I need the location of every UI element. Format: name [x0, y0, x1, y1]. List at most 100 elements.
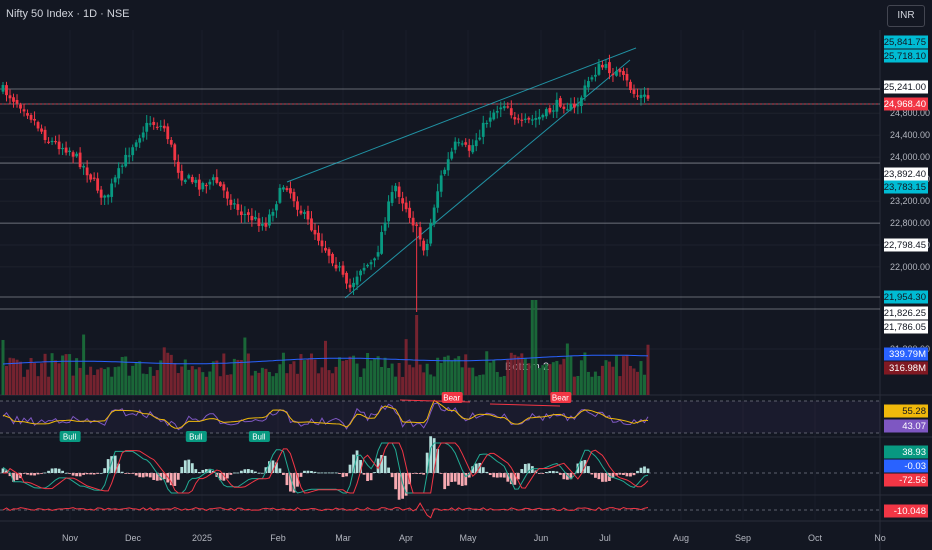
macd-histogram: [397, 473, 401, 500]
candle-body: [369, 262, 373, 265]
signal-bear: Bear: [550, 392, 572, 403]
macd-histogram: [131, 473, 135, 474]
currency-button[interactable]: INR: [887, 5, 925, 27]
volume-bar: [558, 364, 562, 395]
macd-histogram: [243, 469, 247, 473]
candle-body: [394, 185, 398, 192]
candle-body: [278, 187, 282, 203]
volume-bar: [635, 371, 639, 395]
macd-histogram: [646, 468, 650, 473]
volume-bar: [110, 376, 114, 395]
macd-histogram: [145, 473, 149, 477]
candle-body: [208, 181, 212, 185]
candle-body: [551, 110, 555, 112]
volume-bar: [155, 370, 159, 395]
candle-body: [338, 266, 341, 268]
price-tag: 23,892.40: [884, 167, 928, 181]
candle-body: [639, 94, 643, 98]
macd-histogram: [394, 473, 398, 490]
candle-body: [113, 177, 117, 183]
candle-body: [8, 95, 12, 99]
candle-body: [608, 62, 611, 74]
macd-histogram: [467, 473, 471, 478]
macd-histogram: [236, 472, 240, 474]
candle-body: [499, 107, 503, 110]
rsi-tag-text: 55.28: [902, 406, 926, 417]
candle-body: [201, 183, 205, 190]
macd-histogram: [338, 473, 341, 474]
candle-body: [362, 267, 366, 271]
volume-tag-text: 339.79M: [889, 349, 926, 360]
macd-histogram: [292, 473, 296, 493]
candle-body: [565, 109, 569, 111]
candle-body: [601, 64, 604, 68]
macd-tag-text: -0.03: [904, 461, 926, 472]
candle-body: [47, 141, 50, 143]
signal-label: Bear: [552, 394, 569, 403]
volume-bar: [267, 371, 271, 395]
price-tick: 22,000.00: [890, 262, 930, 272]
candle-body: [348, 284, 352, 288]
macd-histogram: [222, 473, 226, 481]
volume-bar: [583, 352, 587, 395]
volume-bar: [555, 360, 559, 395]
volume-bar: [281, 352, 285, 395]
price-tag: 25,718.10: [884, 49, 928, 63]
volume-bar: [320, 367, 324, 395]
volume-bar: [131, 365, 135, 395]
volume-bar: [120, 356, 124, 395]
volume-bar: [141, 373, 145, 395]
price-tick: 24,000.00: [890, 152, 930, 162]
candle-body: [457, 142, 461, 144]
candle-body: [474, 140, 478, 147]
macd-histogram: [481, 467, 485, 473]
candle-body: [61, 147, 64, 150]
candle-body: [523, 118, 527, 120]
candle-body: [194, 179, 198, 183]
volume-bar: [541, 365, 545, 395]
macd-histogram: [551, 470, 555, 473]
macd-histogram: [204, 469, 208, 473]
volume-bar: [246, 353, 250, 395]
volume-bar: [446, 355, 450, 395]
candle-body: [537, 116, 541, 120]
signal-badge: [248, 431, 270, 442]
macd-histogram: [369, 473, 373, 481]
candle-body: [513, 117, 517, 120]
macd-histogram: [141, 473, 145, 478]
macd-histogram: [569, 473, 573, 480]
macd-histogram: [565, 473, 569, 480]
macd-histogram: [187, 459, 191, 473]
macd-histogram: [572, 473, 576, 474]
volume-bar: [54, 360, 58, 395]
candle-body: [527, 117, 531, 120]
candle-body: [148, 123, 152, 125]
macd-histogram: [527, 463, 531, 473]
volume-bar: [534, 300, 538, 395]
macd-histogram: [57, 468, 61, 473]
price-tick: 24,400.00: [890, 130, 930, 140]
volume-bar: [183, 359, 187, 395]
volume-bar: [260, 367, 264, 395]
volume-bar: [390, 363, 394, 395]
macd-histogram: [320, 472, 324, 474]
time-tick: Aug: [673, 533, 689, 543]
time-tick: Jul: [599, 533, 611, 543]
candle-body: [443, 169, 447, 175]
volume-bar: [607, 361, 611, 395]
signal-badge: [441, 392, 463, 403]
macd-histogram: [317, 472, 320, 474]
candle-body: [19, 104, 22, 109]
volume-bar: [618, 376, 622, 395]
macd-tag: -0.03: [884, 459, 928, 473]
macd-histogram: [401, 473, 405, 499]
volume-bar: [509, 352, 513, 395]
candle-body: [180, 170, 184, 181]
volume-bar: [646, 344, 650, 395]
candle-body: [275, 204, 278, 211]
volume-bar: [345, 360, 349, 395]
volume-bar: [478, 374, 482, 395]
candle-body: [576, 105, 580, 107]
volume-bar: [26, 369, 30, 395]
